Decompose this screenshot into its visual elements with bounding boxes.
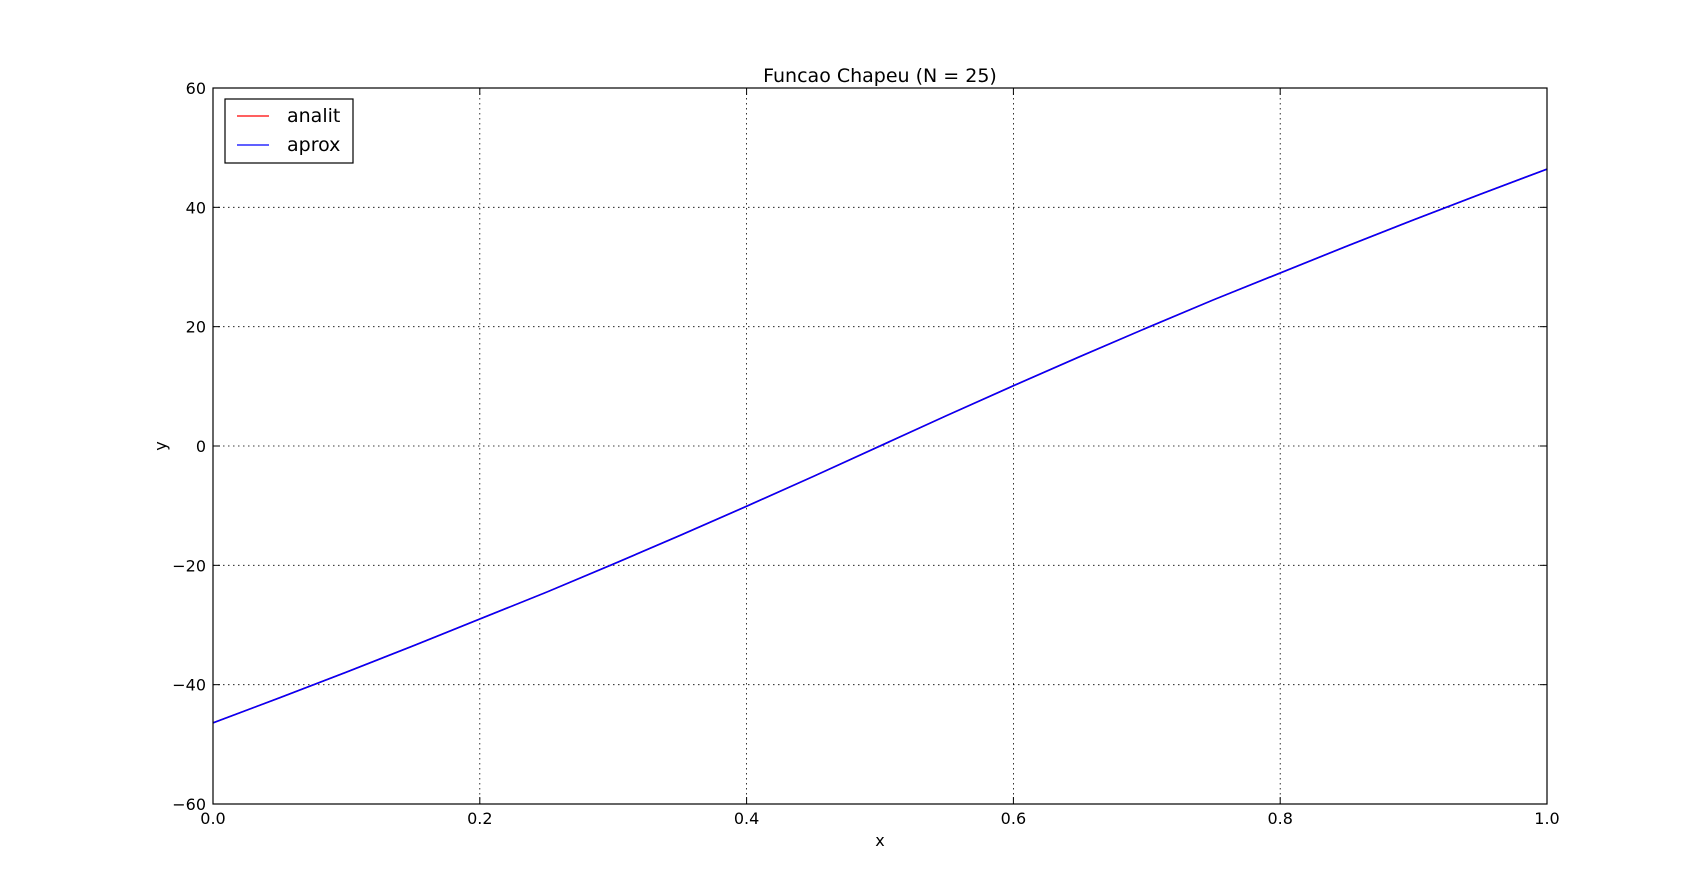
y-tick-label: 20 (186, 318, 206, 337)
x-axis-label: x (875, 831, 884, 850)
y-tick-label: 60 (186, 79, 206, 98)
x-tick-label: 0.0 (200, 809, 225, 828)
y-tick-label: 40 (186, 198, 206, 217)
legend-label-aprox: aprox (287, 134, 340, 156)
x-tick-label: 0.4 (734, 809, 759, 828)
series-line-aprox (212, 168, 1548, 724)
x-tick-label: 0.6 (1001, 809, 1026, 828)
y-axis-label: y (151, 441, 170, 450)
x-tick-label: 0.2 (467, 809, 492, 828)
y-tick-label: −20 (172, 556, 206, 575)
x-tick-label: 1.0 (1534, 809, 1559, 828)
x-tick-label: 0.8 (1267, 809, 1292, 828)
y-tick-label: −60 (172, 795, 206, 814)
legend: analit aprox (224, 98, 354, 164)
y-tick-label: 0 (196, 437, 206, 456)
legend-label-analit: analit (287, 105, 340, 127)
y-tick-label: −40 (172, 676, 206, 695)
axis-ticks: 0.0 0.2 0.4 0.6 0.8 1.0 −60 −40 −20 0 20 40 60 (172, 79, 1559, 828)
series-lines (212, 168, 1548, 724)
chart-title: Funcao Chapeu (N = 25) (763, 65, 997, 87)
legend-box (224, 98, 354, 164)
